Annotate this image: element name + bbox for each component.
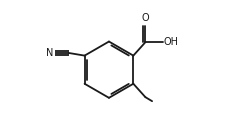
Text: O: O xyxy=(142,13,149,23)
Text: OH: OH xyxy=(164,37,179,47)
Text: N: N xyxy=(46,48,54,58)
